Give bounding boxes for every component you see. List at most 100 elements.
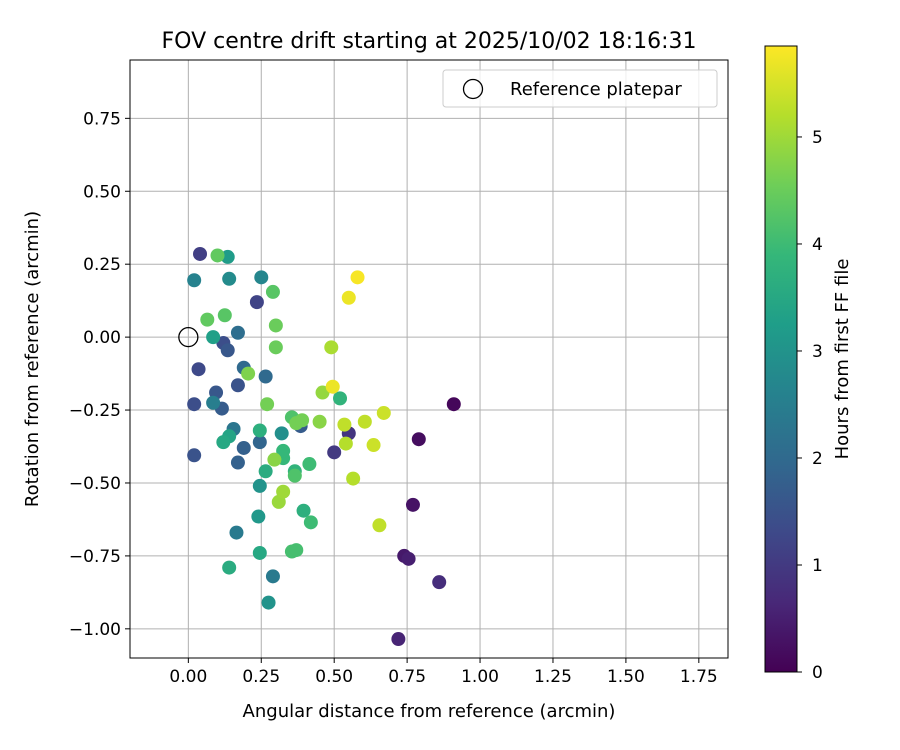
- drift-point: [258, 464, 273, 479]
- drift-point: [268, 318, 283, 333]
- drift-point: [446, 397, 461, 412]
- drift-point: [265, 569, 280, 584]
- drift-point: [206, 330, 221, 345]
- plot-area: [130, 60, 728, 658]
- colorbar-tick-label: 5: [812, 128, 823, 148]
- drift-point: [261, 595, 276, 610]
- chart-title: FOV centre drift starting at 2025/10/02 …: [162, 29, 697, 54]
- drift-point: [187, 397, 202, 412]
- y-tick-label: 0.50: [83, 182, 121, 202]
- drift-point: [405, 497, 420, 512]
- drift-point: [254, 270, 269, 285]
- drift-point: [193, 246, 208, 261]
- drift-point: [276, 484, 291, 499]
- drift-point: [357, 414, 372, 429]
- x-axis-ticks: 0.00 0.25 0.50 0.75 1.00 1.25 1.50 1.75: [169, 658, 718, 687]
- drift-point: [372, 518, 387, 533]
- drift-point: [216, 435, 231, 450]
- drift-point: [325, 379, 340, 394]
- drift-point: [210, 248, 225, 263]
- drift-point: [191, 362, 206, 377]
- drift-point: [267, 452, 282, 467]
- x-tick-label: 0.25: [242, 667, 280, 687]
- drift-point: [303, 515, 318, 530]
- drift-point: [200, 312, 215, 327]
- drift-point: [252, 545, 267, 560]
- y-axis-label: Rotation from reference (arcmin): [22, 211, 43, 507]
- drift-point: [187, 448, 202, 463]
- drift-point: [252, 478, 267, 493]
- colorbar-tick-label: 0: [812, 663, 823, 683]
- drift-point: [268, 340, 283, 355]
- y-tick-label: −0.50: [69, 474, 121, 494]
- y-tick-label: −0.75: [69, 547, 121, 567]
- y-tick-label: 0.75: [83, 109, 121, 129]
- legend-reference-label: Reference platepar: [510, 79, 682, 100]
- x-tick-label: 1.75: [680, 667, 718, 687]
- x-tick-label: 1.50: [607, 667, 645, 687]
- drift-point: [222, 271, 237, 286]
- drift-point: [230, 378, 245, 393]
- colorbar-tick-label: 3: [812, 342, 823, 362]
- drift-point: [220, 249, 235, 264]
- drift-point: [296, 503, 311, 518]
- y-tick-label: −0.25: [69, 401, 121, 421]
- colorbar-frame: [764, 45, 798, 673]
- drift-point: [206, 395, 221, 410]
- drift-point: [391, 632, 406, 647]
- drift-point: [222, 560, 237, 575]
- x-tick-label: 0.75: [388, 667, 426, 687]
- drift-point: [260, 397, 275, 412]
- drift-point: [289, 543, 304, 558]
- y-tick-label: 0.00: [83, 328, 121, 348]
- drift-point: [236, 440, 251, 455]
- drift-point: [249, 295, 264, 310]
- drift-point: [287, 468, 302, 483]
- y-tick-label: 0.25: [83, 255, 121, 275]
- drift-point: [346, 471, 361, 486]
- drift-point: [338, 436, 353, 451]
- drift-point: [217, 308, 232, 323]
- drift-point: [252, 435, 267, 450]
- legend-reference-marker: [462, 78, 484, 100]
- x-tick-label: 0.50: [315, 667, 353, 687]
- colorbar: 0 1 2 3 4 5 Hours from first FF file: [764, 45, 853, 683]
- reference-platepar-marker: [178, 326, 199, 348]
- colorbar-label: Hours from first FF file: [832, 259, 853, 460]
- colorbar-tick-label: 2: [812, 449, 823, 469]
- x-tick-label: 1.00: [461, 667, 499, 687]
- y-axis-ticks: −1.00 −0.75 −0.50 −0.25 0.00 0.25 0.50 0.75: [69, 109, 130, 640]
- drift-point: [432, 575, 447, 590]
- drift-point: [230, 325, 245, 340]
- colorbar-tick-label: 1: [812, 556, 823, 576]
- drift-point: [333, 391, 348, 406]
- drift-point: [341, 290, 356, 305]
- legend-box: [442, 69, 718, 108]
- colorbar-tick-label: 4: [812, 235, 823, 255]
- drift-point: [337, 417, 352, 432]
- legend: Reference platepar: [442, 69, 718, 108]
- drift-point: [251, 509, 266, 524]
- drift-point: [324, 340, 339, 355]
- drift-point: [295, 413, 310, 428]
- drift-point: [229, 525, 244, 540]
- plot-frame: [129, 59, 729, 659]
- drift-point: [376, 405, 391, 420]
- grid: [130, 60, 728, 658]
- drift-point: [350, 270, 365, 285]
- drift-point: [327, 445, 342, 460]
- x-tick-label: 1.25: [534, 667, 572, 687]
- x-axis-label: Angular distance from reference (arcmin): [243, 701, 616, 722]
- drift-point: [315, 385, 330, 400]
- drift-point: [274, 426, 289, 441]
- colorbar-ticks: 0 1 2 3 4 5: [797, 128, 823, 683]
- drift-point: [252, 423, 267, 438]
- drift-point: [220, 343, 235, 358]
- x-tick-label: 0.00: [169, 667, 207, 687]
- drift-point: [230, 455, 245, 470]
- drift-point: [366, 438, 381, 453]
- drift-point: [411, 432, 426, 447]
- drift-point: [312, 414, 327, 429]
- drift-point: [241, 366, 256, 381]
